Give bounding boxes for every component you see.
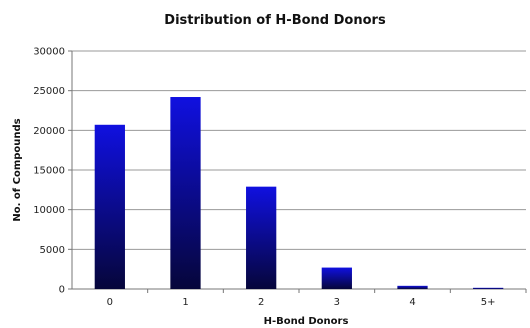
y-tick-label: 15000: [33, 166, 65, 177]
x-tick-label: 5+: [481, 297, 496, 308]
y-tick-label: 30000: [33, 47, 65, 58]
x-axis-label: H-Bond Donors: [264, 316, 349, 327]
x-tick-label: 2: [258, 297, 264, 308]
chart-title: Distribution of H-Bond Donors: [164, 13, 386, 28]
bars: [94, 97, 504, 289]
x-tick-label: 0: [107, 297, 113, 308]
bar-4: [397, 285, 428, 289]
bar-5+: [473, 287, 504, 289]
y-tick-labels: 0 5000 10000 15000 20000 25000 30000: [33, 47, 65, 296]
y-axis-label: No. of Compounds: [12, 118, 23, 221]
x-tick-label: 4: [409, 297, 415, 308]
x-tick-label: 1: [182, 297, 188, 308]
axes: [71, 51, 527, 293]
y-tick-label: 25000: [33, 86, 65, 97]
x-tick-labels: 0 1 2 3 4 5+: [107, 297, 496, 308]
y-tick-label: 20000: [33, 126, 65, 137]
x-tick-label: 3: [334, 297, 340, 308]
bar-1: [170, 97, 201, 289]
grid-lines: [68, 50, 526, 290]
bar-2: [246, 186, 277, 289]
bar-0: [94, 124, 125, 289]
y-tick-label: 5000: [40, 245, 65, 256]
y-tick-label: 10000: [33, 205, 65, 216]
bar-3: [321, 267, 352, 289]
y-tick-label: 0: [59, 285, 65, 296]
